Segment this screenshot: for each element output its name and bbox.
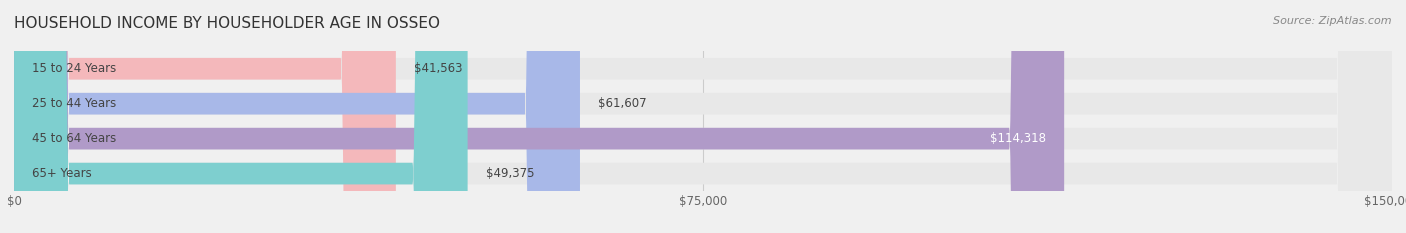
Text: 45 to 64 Years: 45 to 64 Years bbox=[32, 132, 117, 145]
FancyBboxPatch shape bbox=[14, 0, 468, 233]
FancyBboxPatch shape bbox=[14, 0, 1064, 233]
Text: $49,375: $49,375 bbox=[486, 167, 534, 180]
FancyBboxPatch shape bbox=[14, 0, 1392, 233]
Text: $114,318: $114,318 bbox=[990, 132, 1046, 145]
Text: Source: ZipAtlas.com: Source: ZipAtlas.com bbox=[1274, 16, 1392, 26]
FancyBboxPatch shape bbox=[14, 0, 396, 233]
FancyBboxPatch shape bbox=[14, 0, 1392, 233]
Text: $61,607: $61,607 bbox=[599, 97, 647, 110]
Text: 15 to 24 Years: 15 to 24 Years bbox=[32, 62, 117, 75]
FancyBboxPatch shape bbox=[14, 0, 579, 233]
Text: 65+ Years: 65+ Years bbox=[32, 167, 93, 180]
Text: 25 to 44 Years: 25 to 44 Years bbox=[32, 97, 117, 110]
Text: HOUSEHOLD INCOME BY HOUSEHOLDER AGE IN OSSEO: HOUSEHOLD INCOME BY HOUSEHOLDER AGE IN O… bbox=[14, 16, 440, 31]
Text: $41,563: $41,563 bbox=[415, 62, 463, 75]
FancyBboxPatch shape bbox=[14, 0, 1392, 233]
FancyBboxPatch shape bbox=[14, 0, 1392, 233]
